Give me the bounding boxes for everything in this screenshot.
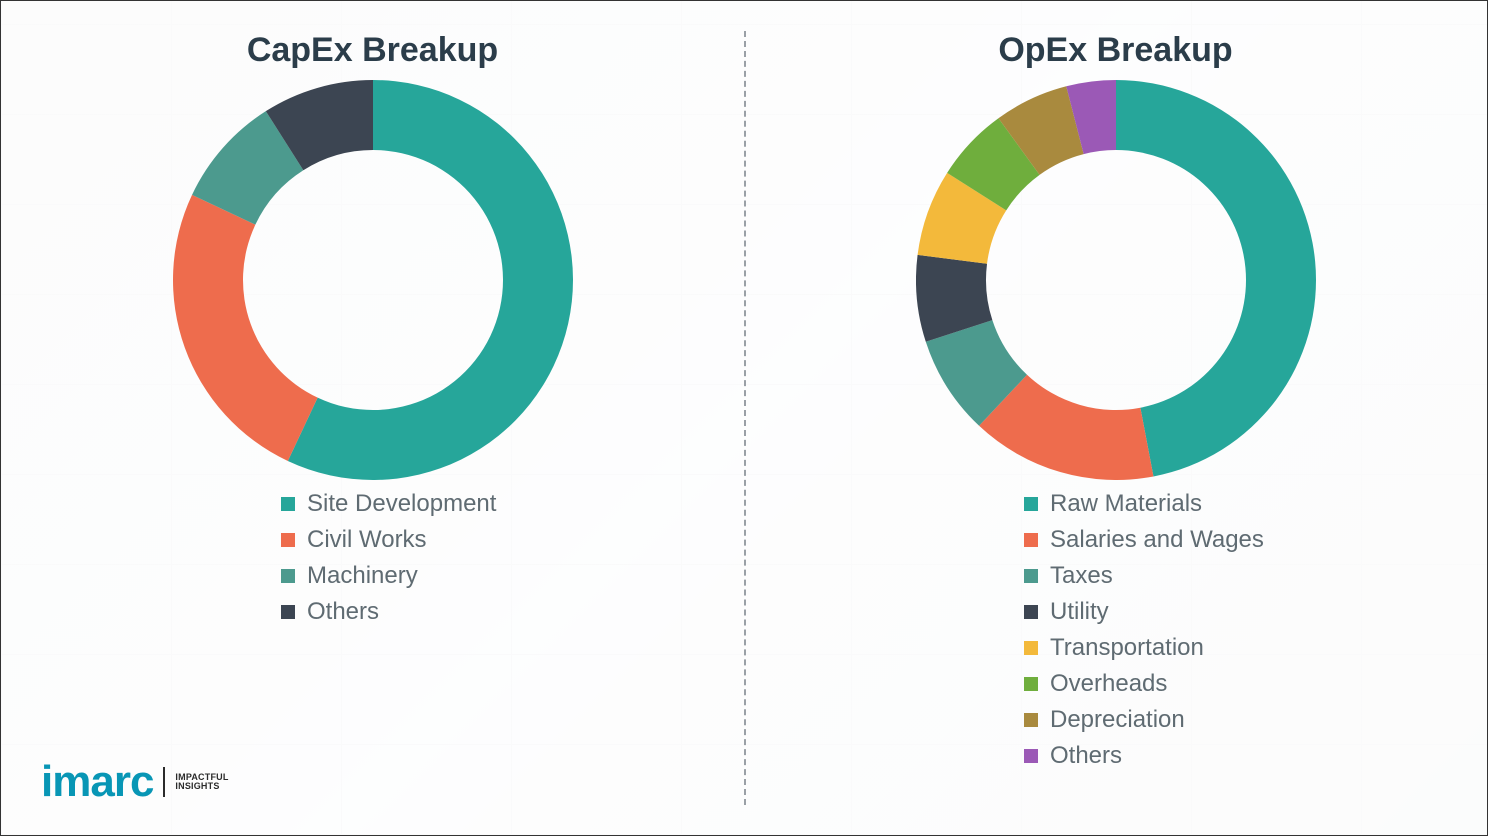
opex-legend-item-0: Raw Materials xyxy=(1024,490,1264,518)
opex-legend-swatch-4 xyxy=(1024,641,1038,655)
opex-legend-label-4: Transportation xyxy=(1050,634,1204,662)
capex-legend-swatch-2 xyxy=(281,569,295,583)
capex-legend-item-0: Site Development xyxy=(281,490,496,518)
opex-legend-item-3: Utility xyxy=(1024,598,1264,626)
logo-tagline: IMPACTFUL INSIGHTS xyxy=(175,773,228,792)
opex-legend-item-2: Taxes xyxy=(1024,562,1264,590)
capex-segment-1 xyxy=(173,195,318,461)
opex-legend-item-6: Depreciation xyxy=(1024,706,1264,734)
opex-panel: OpEx Breakup Raw Materials Salaries and W… xyxy=(744,1,1487,835)
capex-legend: Site Development Civil Works Machinery Othe… xyxy=(281,490,496,626)
opex-legend-label-3: Utility xyxy=(1050,598,1109,626)
opex-legend-label-1: Salaries and Wages xyxy=(1050,526,1264,554)
opex-legend-label-6: Depreciation xyxy=(1050,706,1185,734)
opex-title: OpEx Breakup xyxy=(998,31,1232,70)
capex-legend-label-2: Machinery xyxy=(307,562,418,590)
opex-legend-item-1: Salaries and Wages xyxy=(1024,526,1264,554)
logo-separator xyxy=(163,767,165,797)
capex-legend-item-3: Others xyxy=(281,598,496,626)
opex-legend-label-5: Overheads xyxy=(1050,670,1167,698)
opex-legend: Raw Materials Salaries and Wages Taxes Util… xyxy=(1024,490,1264,770)
opex-legend-item-4: Transportation xyxy=(1024,634,1264,662)
opex-legend-swatch-3 xyxy=(1024,605,1038,619)
capex-legend-swatch-1 xyxy=(281,533,295,547)
opex-legend-item-5: Overheads xyxy=(1024,670,1264,698)
capex-panel: CapEx Breakup Site Development Civil Work… xyxy=(1,1,744,835)
capex-legend-item-2: Machinery xyxy=(281,562,496,590)
capex-title: CapEx Breakup xyxy=(247,31,498,70)
opex-legend-swatch-7 xyxy=(1024,749,1038,763)
capex-legend-label-1: Civil Works xyxy=(307,526,427,554)
opex-donut-chart xyxy=(916,80,1316,480)
capex-legend-item-1: Civil Works xyxy=(281,526,496,554)
capex-donut-chart xyxy=(173,80,573,480)
capex-legend-label-3: Others xyxy=(307,598,379,626)
brand-logo: imarc IMPACTFUL INSIGHTS xyxy=(41,757,229,807)
opex-legend-label-7: Others xyxy=(1050,742,1122,770)
panel-divider xyxy=(744,31,746,805)
opex-legend-swatch-6 xyxy=(1024,713,1038,727)
opex-segment-0 xyxy=(1116,80,1316,476)
capex-legend-label-0: Site Development xyxy=(307,490,496,518)
capex-legend-swatch-0 xyxy=(281,497,295,511)
opex-legend-swatch-1 xyxy=(1024,533,1038,547)
logo-wordmark: imarc xyxy=(41,757,153,807)
opex-legend-swatch-2 xyxy=(1024,569,1038,583)
opex-legend-label-2: Taxes xyxy=(1050,562,1113,590)
opex-legend-item-7: Others xyxy=(1024,742,1264,770)
capex-legend-swatch-3 xyxy=(281,605,295,619)
opex-legend-swatch-0 xyxy=(1024,497,1038,511)
opex-legend-label-0: Raw Materials xyxy=(1050,490,1202,518)
opex-legend-swatch-5 xyxy=(1024,677,1038,691)
